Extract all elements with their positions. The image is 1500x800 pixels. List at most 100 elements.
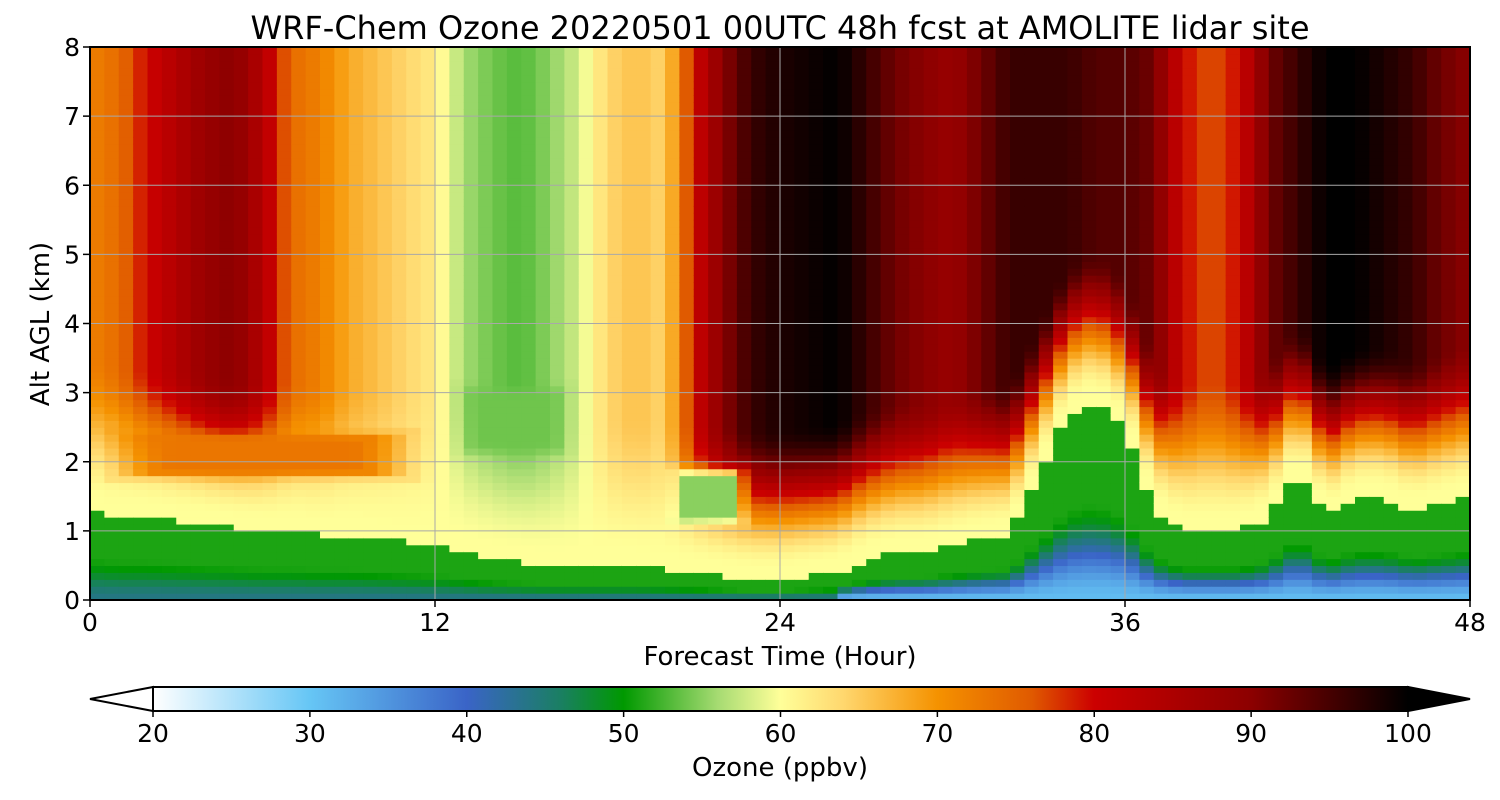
ozone-cell	[895, 351, 910, 359]
ozone-cell	[176, 503, 192, 511]
ozone-cell	[420, 558, 436, 567]
ozone-cell	[391, 461, 407, 470]
ozone-cell	[348, 74, 364, 83]
ozone-cell	[564, 164, 580, 173]
ozone-cell	[780, 517, 795, 525]
ozone-cell	[751, 282, 767, 290]
ozone-cell	[406, 102, 422, 110]
ozone-cell	[276, 233, 292, 242]
ozone-cell	[276, 399, 292, 408]
ozone-cell	[636, 212, 652, 221]
ozone-cell	[147, 129, 163, 138]
ozone-cell	[391, 482, 407, 490]
ozone-cell	[765, 254, 781, 262]
ozone-cell	[435, 150, 450, 159]
ozone-cell	[708, 537, 724, 546]
ozone-cell	[219, 282, 235, 290]
ozone-cell	[593, 295, 609, 304]
ozone-cell	[564, 510, 580, 518]
ozone-cell	[147, 420, 163, 428]
ozone-cell	[449, 392, 465, 401]
ozone-cell	[851, 475, 867, 484]
ozone-cell	[665, 351, 680, 359]
ozone-cell	[564, 233, 580, 242]
ozone-cell	[262, 47, 278, 55]
ozone-cell	[693, 523, 709, 532]
ozone-cell	[320, 205, 335, 214]
ozone-cell	[880, 192, 896, 200]
ozone-cell	[621, 551, 637, 560]
ozone-cell	[521, 489, 537, 497]
ozone-cell	[176, 185, 192, 193]
ozone-cell	[578, 171, 594, 179]
ozone-cell	[161, 95, 177, 103]
ozone-cell	[909, 302, 925, 311]
ozone-cell	[176, 489, 192, 497]
ozone-cell	[449, 420, 465, 428]
ozone-cell	[262, 212, 278, 221]
ozone-cell	[205, 129, 220, 138]
ozone-cell	[765, 351, 781, 359]
ozone-cell	[233, 164, 249, 173]
ozone-cell	[377, 447, 393, 456]
ozone-cell	[334, 579, 350, 587]
ozone-cell	[262, 219, 278, 228]
ozone-cell	[751, 295, 767, 304]
ozone-cell	[147, 288, 163, 297]
ozone-cell	[636, 136, 652, 145]
ozone-cell	[593, 420, 609, 428]
ozone-cell	[334, 510, 350, 518]
ozone-cell	[607, 150, 623, 159]
ozone-cell	[578, 454, 594, 463]
ozone-cell	[147, 316, 163, 325]
ozone-cell	[90, 344, 105, 352]
ozone-cell	[104, 572, 120, 580]
ozone-cell	[463, 558, 479, 567]
ozone-cell	[550, 385, 565, 394]
ozone-cell	[636, 60, 652, 69]
ozone-cell	[650, 537, 666, 546]
ozone-cell	[262, 517, 278, 525]
ozone-cell	[765, 579, 781, 587]
ozone-cell	[665, 233, 680, 242]
ozone-cell	[406, 53, 422, 62]
ozone-cell	[679, 572, 695, 580]
ozone-cell	[693, 517, 709, 525]
ozone-cell	[133, 523, 149, 532]
ozone-cell	[391, 88, 407, 96]
ozone-cell	[363, 475, 379, 484]
ozone-cell	[564, 358, 580, 366]
ozone-cell	[190, 282, 206, 290]
ozone-cell	[722, 593, 738, 600]
ozone-cell	[636, 427, 652, 435]
ozone-cell	[837, 171, 853, 179]
ozone-cell	[406, 309, 422, 318]
ozone-cell	[823, 378, 839, 387]
ozone-cell	[233, 364, 249, 373]
ozone-cell	[607, 199, 623, 207]
ozone-cell	[506, 454, 522, 463]
ozone-cell	[751, 67, 767, 76]
ozone-cell	[305, 447, 321, 456]
ozone-cell	[851, 157, 867, 166]
ozone-cell	[420, 199, 436, 207]
ozone-cell	[693, 95, 709, 103]
ozone-cell	[607, 371, 623, 380]
ozone-cell	[420, 240, 436, 249]
ozone-cell	[679, 427, 695, 435]
ozone-cell	[506, 586, 522, 594]
ozone-cell	[808, 219, 824, 228]
ozone-cell	[780, 344, 795, 352]
ozone-cell	[449, 364, 465, 373]
ozone-cell	[794, 323, 810, 332]
ozone-cell	[320, 81, 335, 90]
ozone-cell	[535, 399, 551, 408]
ozone-cell	[276, 164, 292, 173]
ozone-cell	[837, 212, 853, 221]
ozone-cell	[449, 254, 465, 262]
ozone-cell	[837, 565, 853, 573]
ozone-cell	[248, 109, 264, 117]
ozone-cell	[636, 399, 652, 408]
ozone-cell	[621, 510, 637, 518]
ozone-cell	[665, 129, 680, 138]
